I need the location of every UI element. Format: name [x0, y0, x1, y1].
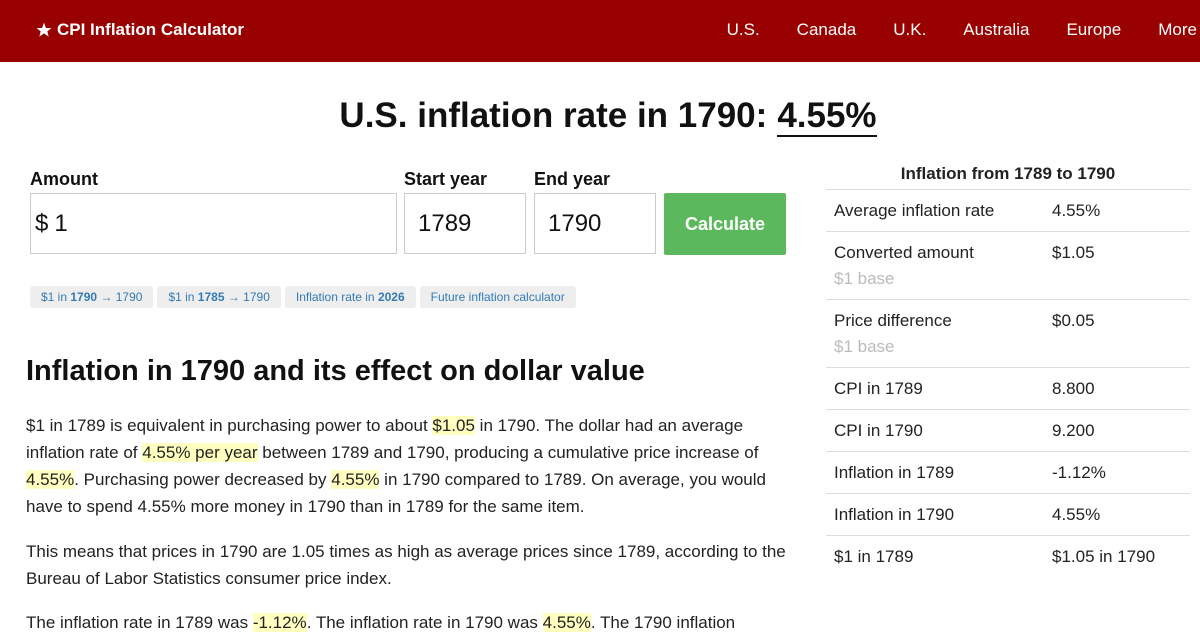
row-label-cell: Converted amount $1 base — [834, 242, 1052, 290]
chip-text: → 1790 — [224, 290, 270, 304]
input-value: 1 — [54, 209, 68, 237]
calculate-button[interactable]: Calculate — [664, 193, 786, 255]
highlight: 4.55% per year — [142, 443, 258, 462]
input-value: 1790 — [548, 209, 602, 237]
star-icon — [36, 22, 52, 37]
nav-links: U.S. Canada U.K. Australia Europe More — [727, 20, 1197, 40]
chip[interactable]: $1 in 1790 → 1790 — [30, 286, 154, 308]
row-label-cell: Price difference $1 base — [834, 310, 1052, 358]
nav-link[interactable]: Australia — [963, 20, 1030, 39]
table-row: CPI in 1790 9.200 — [826, 409, 1190, 451]
article-heading: Inflation in 1790 and its effect on doll… — [26, 355, 645, 387]
input-prefix: $ — [35, 209, 49, 237]
row-label-cell: Inflation in 1789 — [834, 462, 1052, 484]
row-note: $1 base — [834, 337, 895, 356]
field-label: Start year — [404, 169, 488, 189]
nav-link[interactable]: Europe — [1066, 20, 1122, 39]
row-value: $0.05 — [1052, 311, 1095, 330]
row-value: 9.200 — [1052, 421, 1095, 440]
nav-link[interactable]: More — [1158, 20, 1197, 39]
table-row: Converted amount $1 base $1.05 — [826, 231, 1190, 299]
paragraph: This means that prices in 1790 are 1.05 … — [26, 538, 794, 592]
highlight: -1.12% — [252, 613, 307, 632]
text: The inflation rate in 1789 was — [26, 613, 253, 632]
table-row: $1 in 1789 $1.05 in 1790 — [826, 535, 1190, 577]
row-value: 8.800 — [1052, 379, 1095, 398]
paragraph: The inflation rate in 1789 was -1.12%. T… — [26, 609, 794, 636]
sidebar: Inflation from 1789 to 1790 Average infla… — [826, 164, 1190, 577]
text: . The 1790 inflation — [590, 613, 736, 632]
chip-text: 1790 — [70, 290, 98, 304]
row-label-cell: Inflation in 1790 — [834, 504, 1052, 526]
nav-link[interactable]: U.K. — [893, 20, 927, 39]
chip-text: 1785 — [197, 290, 225, 304]
headline: U.S. inflation rate in 1790: 4.55% — [0, 96, 1200, 137]
row-value: 4.55% — [1052, 201, 1101, 220]
nav-link[interactable]: U.S. — [726, 20, 760, 39]
table-row: Inflation in 1789 -1.12% — [826, 451, 1190, 493]
brand-text: CPI Inflation Calculator — [57, 20, 245, 39]
row-label: $1 in 1789 — [834, 547, 914, 566]
chip-text: Inflation rate in — [295, 290, 378, 304]
row-value: -1.12% — [1052, 463, 1106, 482]
highlight: 4.55% — [331, 470, 380, 489]
text: in 1790. The dollar had an average infla… — [26, 416, 744, 462]
row-label: Converted amount — [834, 243, 974, 262]
row-label-cell: CPI in 1790 — [834, 420, 1052, 442]
row-label-cell: $1 in 1789 — [834, 546, 1052, 568]
chip-text: $1 in — [168, 290, 198, 304]
sidebar-title: Inflation from 1789 to 1790 — [900, 164, 1116, 183]
table-row: Inflation in 1790 4.55% — [826, 493, 1190, 535]
text: This means that prices in 1790 are 1.05 … — [26, 542, 786, 588]
input-value: 1789 — [418, 209, 472, 237]
input-box[interactable]: 1789 — [404, 193, 526, 254]
table-row: Price difference $1 base $0.05 — [826, 299, 1190, 367]
highlight: 4.55% — [542, 613, 591, 632]
field-label: Amount — [30, 169, 98, 189]
chip-text: $1 in — [41, 290, 71, 304]
brand[interactable]: CPI Inflation Calculator — [36, 20, 244, 40]
row-value: $1.05 — [1052, 243, 1095, 262]
headline-rate: 4.55% — [777, 96, 877, 137]
row-value: $1.05 in 1790 — [1052, 547, 1156, 566]
nav-link[interactable]: Canada — [796, 20, 857, 39]
row-value: 4.55% — [1052, 505, 1101, 524]
headline-text: U.S. inflation rate in 1790: — [339, 96, 768, 135]
field-label: End year — [534, 169, 611, 189]
text: in 1790 compared to 1789. On average, yo… — [26, 470, 766, 516]
row-label-cell: Average inflation rate — [834, 200, 1052, 222]
paragraph: $1 in 1789 is equivalent in purchasing p… — [26, 412, 794, 520]
table-row: CPI in 1789 8.800 — [826, 367, 1190, 409]
text: $1 in 1789 is equivalent in purchasing p… — [26, 416, 433, 435]
header: CPI Inflation Calculator U.S. Canada U.K. A… — [0, 0, 1200, 62]
row-label: Price difference — [834, 311, 952, 330]
row-label: Average inflation rate — [834, 201, 995, 220]
row-label: Inflation in 1789 — [834, 463, 955, 482]
chip-text: 2026 — [377, 290, 405, 304]
row-label: CPI in 1789 — [834, 379, 923, 398]
input-box[interactable]: 1790 — [534, 193, 656, 254]
highlight: $1.05 — [432, 416, 475, 435]
input-box[interactable]: $1 — [30, 193, 397, 254]
row-note: $1 base — [834, 269, 895, 288]
chip-text: → 1790 — [97, 290, 143, 304]
chips: $1 in 1790 → 1790 $1 in 1785 → 1790 Inflat… — [30, 286, 576, 308]
chip-text: Future inflation calculator — [430, 290, 565, 304]
row-label-cell: CPI in 1789 — [834, 378, 1052, 400]
table-row: Average inflation rate 4.55% — [826, 189, 1190, 231]
text: . The inflation rate in 1790 was — [306, 613, 543, 632]
chip[interactable]: Inflation rate in 2026 — [284, 286, 416, 308]
text: . Purchasing power decreased by — [74, 470, 332, 489]
chip[interactable]: $1 in 1785 → 1790 — [157, 286, 281, 308]
chip[interactable]: Future inflation calculator — [419, 286, 576, 308]
highlight: 4.55% — [26, 470, 75, 489]
text: between 1789 and 1790, producing a cumul… — [257, 443, 759, 462]
row-label: Inflation in 1790 — [834, 505, 955, 524]
row-label: CPI in 1790 — [834, 421, 923, 440]
